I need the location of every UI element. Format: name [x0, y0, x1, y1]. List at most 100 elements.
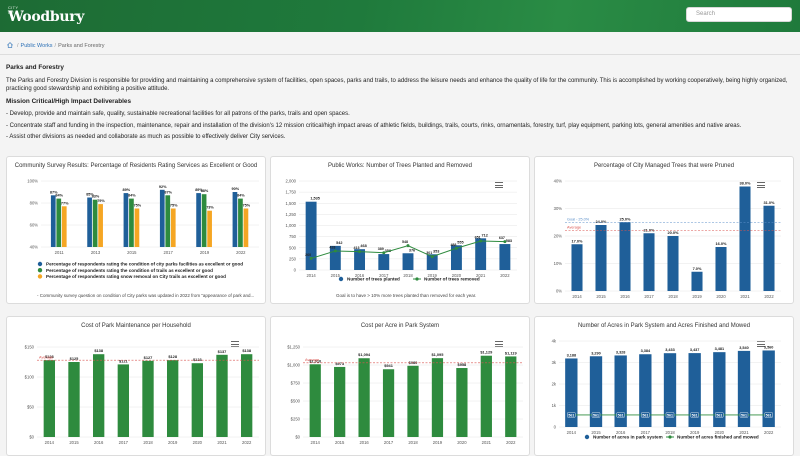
y-tick-label: 40% — [554, 179, 563, 184]
bar — [159, 189, 165, 247]
x-tick-label: 2014 — [567, 430, 577, 435]
chart-menu-icon[interactable] — [231, 341, 239, 347]
chart-menu-icon[interactable] — [495, 182, 503, 188]
data-label: 84% — [128, 194, 136, 198]
legend-label: Number of trees removed — [424, 277, 480, 282]
data-label-box — [690, 412, 699, 418]
x-tick-label: 2014 — [572, 294, 582, 299]
data-label: 561 — [741, 413, 747, 417]
x-tick-label: 2017 — [164, 250, 174, 255]
bar — [170, 208, 176, 247]
data-label: 25.0% — [619, 216, 631, 221]
bar — [98, 204, 103, 247]
breadcrumb-separator: / — [54, 43, 57, 49]
y-tick-label: 3k — [552, 360, 557, 365]
x-tick-label: 2020 — [193, 440, 203, 445]
chart-menu-icon[interactable] — [495, 341, 503, 347]
deliverable-item: - Concentrate staff and funding in the i… — [6, 122, 742, 129]
bar — [240, 354, 253, 437]
legend-label: Number of acres in park system — [593, 435, 663, 440]
x-tick-label: 2019 — [433, 440, 443, 445]
bar — [407, 365, 419, 437]
data-label: 92% — [159, 185, 167, 189]
x-tick-label: 2015 — [69, 440, 79, 445]
x-tick-label: 2017 — [641, 430, 651, 435]
data-label: 353 — [433, 249, 439, 253]
y-tick-label: 1,500 — [286, 201, 297, 206]
maintenance-cost-chart: $0 $50 $100 $150 2014 2015 2016 2017 2018 2019 202… — [25, 345, 259, 445]
x-tick-label: 2015 — [335, 440, 345, 445]
y-tick-label: $1,000 — [287, 363, 300, 368]
line-point — [479, 239, 483, 243]
data-label: 79% — [97, 199, 105, 203]
chart-menu-icon[interactable] — [757, 182, 765, 188]
chart-title: Percentage of City Managed Trees that we… — [593, 163, 735, 169]
data-label: 3,433 — [665, 348, 675, 352]
y-tick-label: 4k — [552, 339, 557, 344]
trees-chart-card: Public Works: Number of Trees Planted an… — [270, 156, 530, 304]
x-tick-label: 2019 — [168, 440, 178, 445]
bar — [68, 362, 80, 437]
y-tick-label: 60% — [30, 223, 39, 228]
bar — [426, 254, 438, 270]
line-point — [430, 255, 434, 259]
data-label: 561 — [568, 413, 574, 417]
data-label-box — [665, 412, 675, 418]
data-label: 561 — [766, 413, 772, 417]
x-tick-label: 2016 — [359, 440, 369, 445]
bar — [688, 353, 701, 427]
data-label: 488 — [450, 243, 456, 247]
line-point — [454, 246, 458, 250]
bar — [43, 360, 56, 437]
y-tick-label: 0% — [556, 289, 562, 294]
search-input[interactable]: Search — [686, 7, 792, 22]
data-label-box — [739, 412, 749, 418]
bar — [129, 198, 134, 247]
x-tick-label: 2022 — [500, 273, 510, 278]
pruned-chart: 0% 10% 20% 30% 40% 2014 2015 2016 2017 2018 2019 20… — [554, 179, 781, 299]
data-label: 561 — [716, 413, 722, 417]
data-label: 561 — [593, 413, 599, 417]
data-label: 548 — [402, 240, 408, 244]
bar — [739, 186, 751, 291]
legend-marker — [415, 277, 419, 281]
y-tick-label: 2k — [552, 382, 557, 387]
chart-menu-icon[interactable] — [757, 341, 765, 347]
intro-section: Parks and Forestry The Parks and Forestr… — [6, 64, 792, 145]
y-tick-label: $500 — [291, 399, 301, 404]
data-label: $137 — [218, 349, 227, 354]
data-label: 301 — [426, 251, 432, 255]
data-label-box — [567, 412, 576, 418]
breadcrumb-current: Parks and Forestry — [58, 43, 105, 49]
bar — [382, 369, 395, 437]
data-label: 77% — [61, 201, 69, 205]
data-label-box — [715, 412, 724, 418]
x-tick-label: 2022 — [764, 294, 774, 299]
x-tick-label: 2021 — [482, 440, 492, 445]
bar — [456, 368, 468, 437]
x-tick-label: 2014 — [45, 440, 55, 445]
x-tick-label: 2015 — [596, 294, 606, 299]
data-label: 468 — [360, 244, 366, 248]
x-tick-label: 2021 — [217, 440, 227, 445]
data-label: $1,010 — [309, 358, 321, 363]
chart-footnote: Goal is to have > 10% more trees planted… — [336, 293, 477, 298]
bar — [358, 358, 370, 437]
x-tick-label: 2014 — [311, 440, 321, 445]
x-tick-label: 2018 — [668, 294, 678, 299]
data-label: $1,119 — [505, 350, 518, 355]
bar — [232, 192, 238, 247]
bar — [589, 356, 603, 427]
breadcrumb-public-works[interactable]: Public Works — [20, 43, 53, 49]
home-icon[interactable] — [7, 42, 13, 48]
line-point — [358, 250, 362, 254]
bar — [92, 354, 105, 437]
data-label: 84% — [237, 194, 245, 198]
bar — [196, 193, 201, 247]
y-tick-label: $150 — [25, 345, 35, 350]
legend-label: Number of acres finished and mowed — [677, 435, 759, 440]
data-label: 16.0% — [715, 241, 727, 246]
reference-label: Average — [305, 358, 319, 362]
data-label: 88% — [201, 189, 209, 193]
data-label-box — [641, 412, 650, 418]
